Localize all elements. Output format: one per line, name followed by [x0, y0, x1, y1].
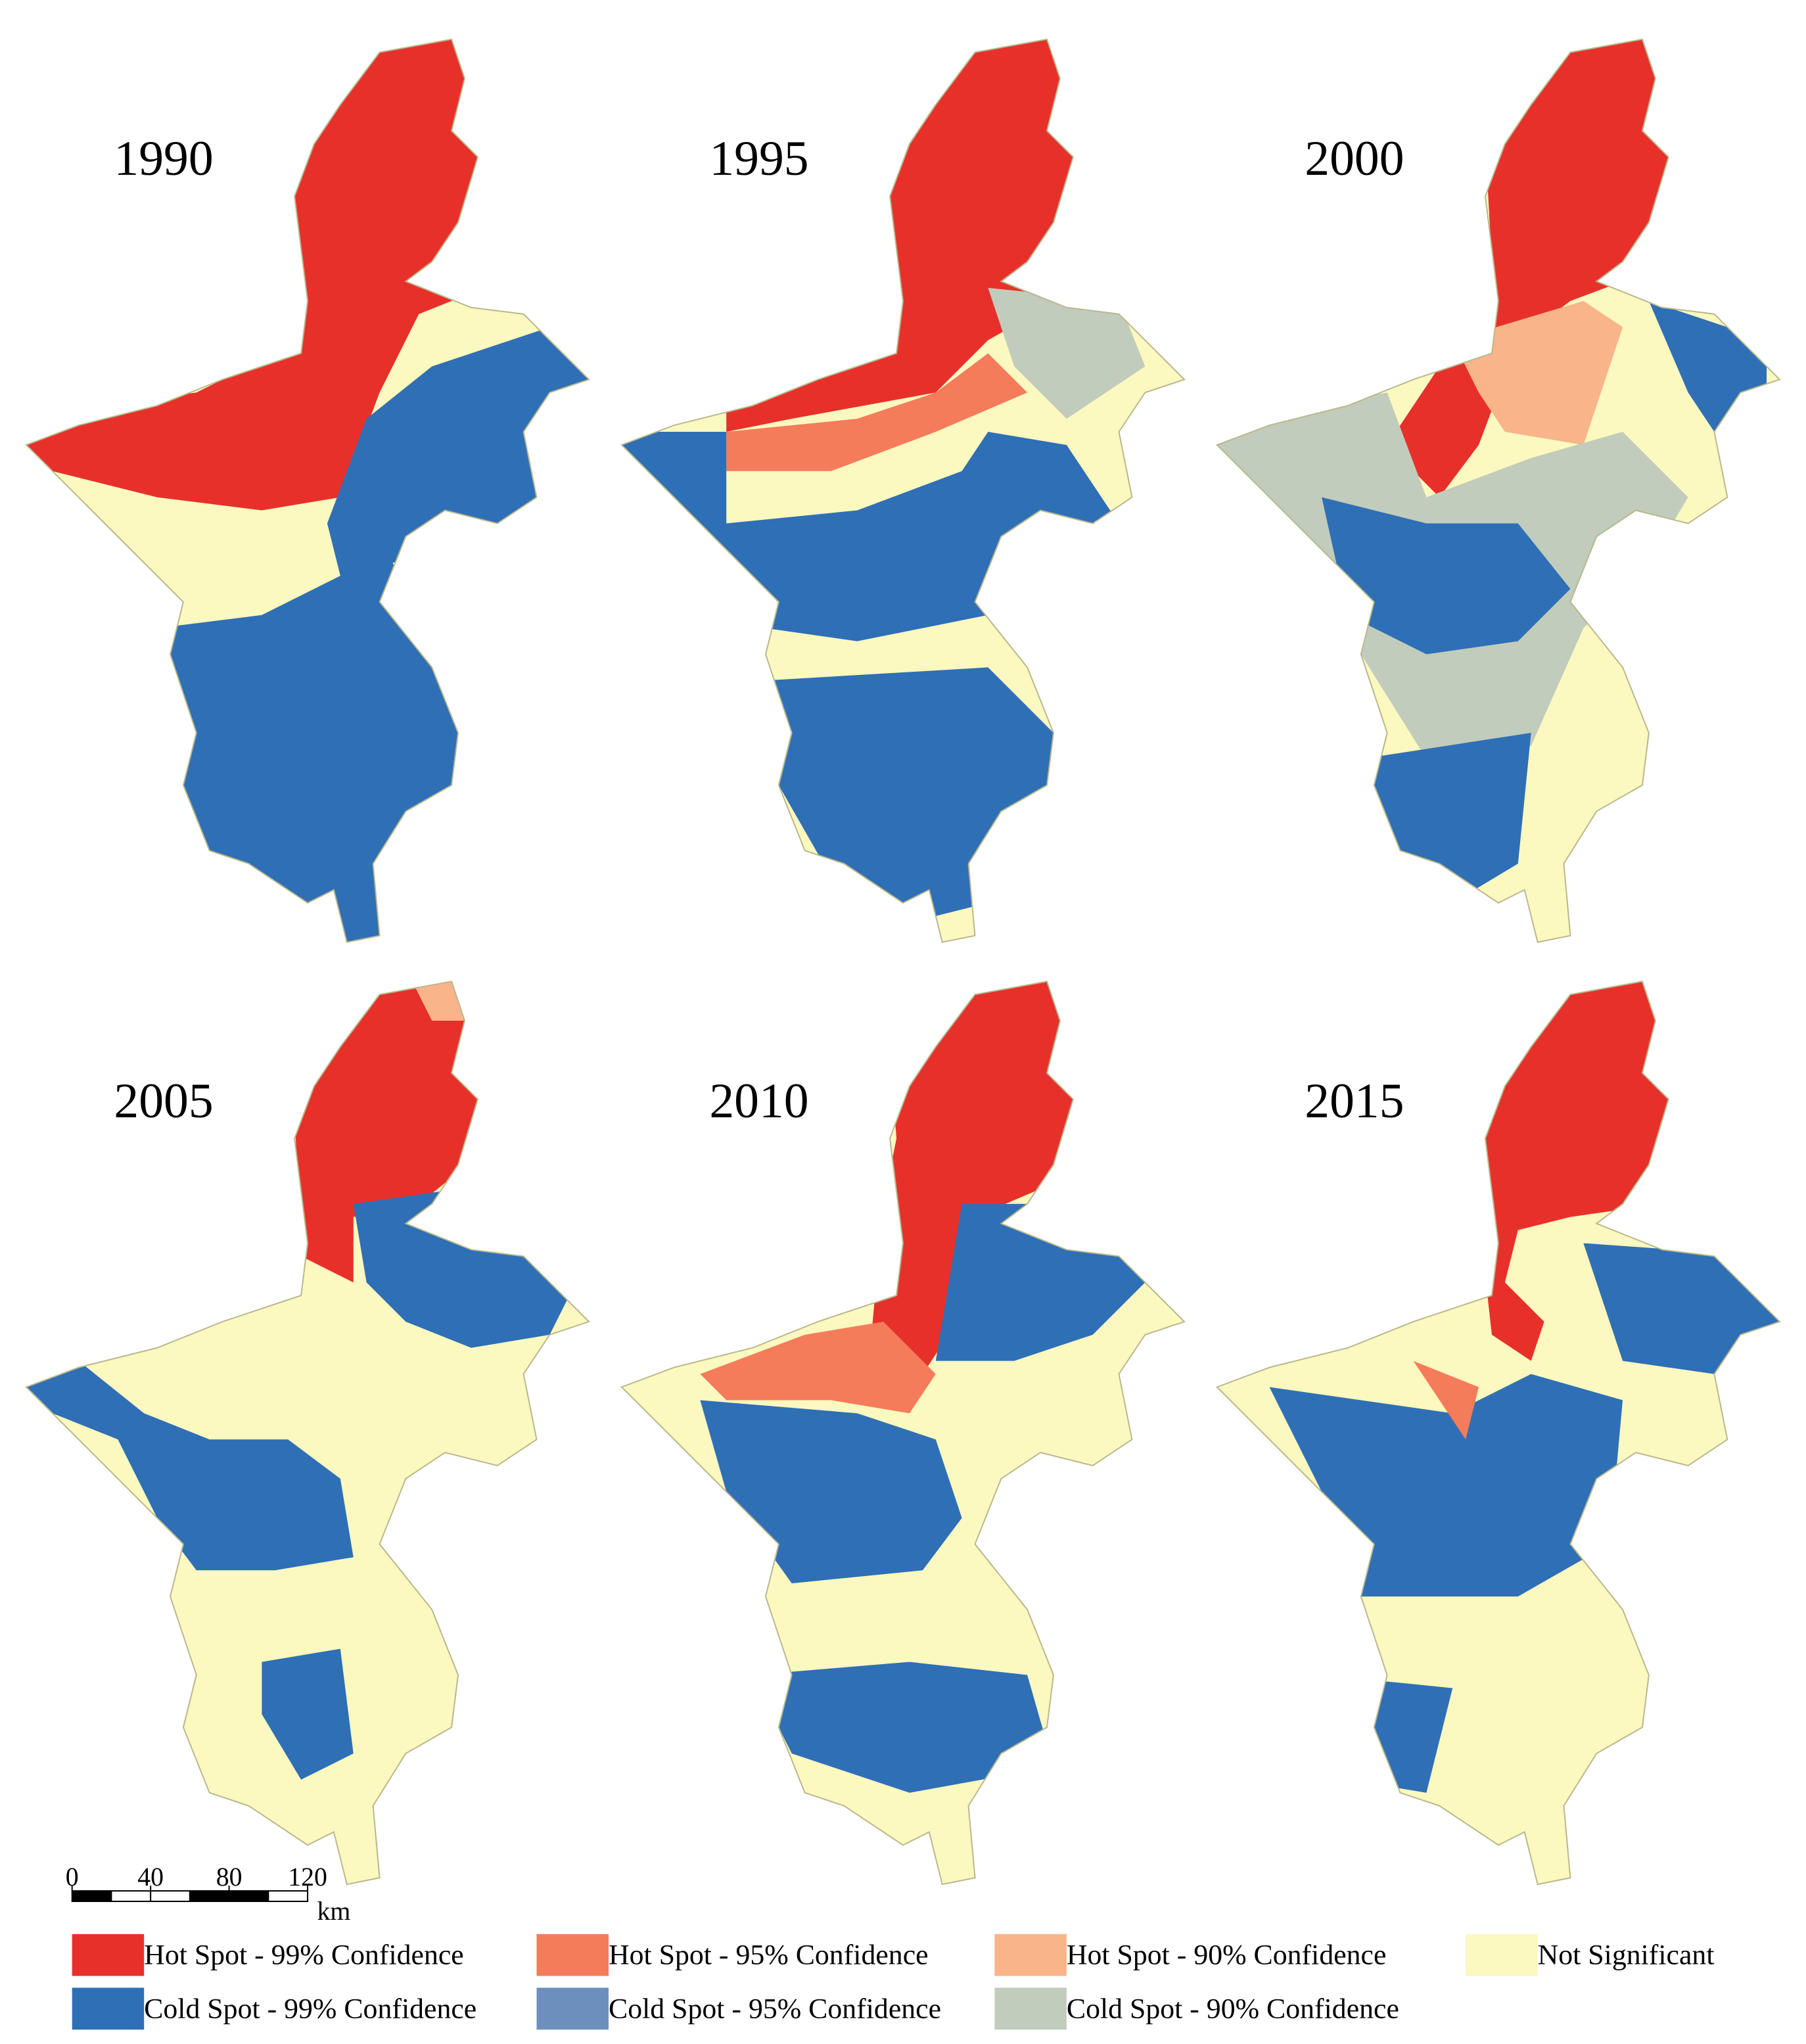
map-regions — [26, 39, 590, 942]
map-regions — [1216, 981, 1780, 1885]
legend-label: Cold Spot - 99% Confidence — [144, 1993, 476, 2024]
region-zone — [1360, 732, 1531, 903]
legend-swatch — [72, 1987, 145, 2030]
scale-segment — [71, 1890, 112, 1902]
region-zone — [1452, 300, 1623, 445]
region-zone — [157, 327, 590, 942]
year-label: 2000 — [1305, 131, 1404, 186]
region-zone — [26, 39, 498, 511]
region-outline — [25, 981, 590, 1886]
region-zone — [1479, 981, 1688, 1361]
region-zone — [262, 1648, 354, 1780]
scale-segment — [267, 1890, 309, 1902]
region-zone — [726, 353, 1028, 471]
legend-swatch — [994, 1987, 1067, 2030]
map-panel: 2010 — [620, 981, 1186, 1886]
year-label: 1990 — [114, 131, 213, 186]
region-zone — [1322, 497, 1571, 655]
scale-segment — [228, 1890, 269, 1902]
scale-label: 120 — [288, 1863, 327, 1892]
region-zone — [1583, 1243, 1780, 1374]
year-label: 2005 — [114, 1074, 213, 1128]
region-base — [621, 39, 1185, 942]
legend-swatch — [994, 1934, 1067, 1976]
legend-swatch — [536, 1987, 609, 2030]
legend-label: Hot Spot - 99% Confidence — [144, 1939, 464, 1971]
region-zone — [26, 1360, 354, 1571]
legend-swatch — [536, 1934, 609, 1976]
region-zone — [700, 1321, 936, 1414]
scale-segment — [110, 1890, 152, 1902]
map-panel: 2015 — [1216, 981, 1781, 1886]
region-outline — [1216, 981, 1781, 1886]
map-panel: 2000 — [1216, 38, 1781, 943]
region-outline — [620, 38, 1186, 943]
scale-label: 0 — [66, 1863, 79, 1892]
region-zone — [353, 1190, 576, 1348]
scale-label: 80 — [216, 1863, 243, 1892]
scale-segment — [189, 1890, 230, 1902]
region-outline — [620, 981, 1186, 1886]
map-regions — [621, 981, 1185, 1885]
region-outline — [1216, 38, 1781, 943]
legend-label: Cold Spot - 90% Confidence — [1067, 1993, 1399, 2024]
region-zone — [392, 981, 471, 1021]
region-outline — [25, 38, 590, 943]
region-zone — [988, 288, 1146, 419]
legend-label: Hot Spot - 90% Confidence — [1067, 1939, 1387, 1971]
map-regions — [1216, 39, 1780, 942]
legend-label: Cold Spot - 95% Confidence — [609, 1993, 941, 2024]
scale-label: 40 — [137, 1863, 164, 1892]
scale-segment — [150, 1890, 191, 1902]
year-label: 2010 — [709, 1074, 808, 1128]
map-panel: 1995 — [620, 38, 1186, 943]
region-zone — [870, 981, 1093, 1374]
region-zone — [752, 1661, 1054, 1793]
legend-swatch — [1466, 1934, 1538, 1976]
region-zone — [1413, 1360, 1479, 1440]
map-panel: 2005 — [25, 981, 590, 1886]
year-label: 2015 — [1305, 1074, 1404, 1128]
region-base — [26, 981, 590, 1885]
year-label: 1995 — [709, 131, 808, 186]
region-zone — [1387, 39, 1688, 498]
legend-label: Hot Spot - 95% Confidence — [609, 1939, 929, 1971]
map-panel: 1990 — [25, 38, 590, 943]
legend-label: Not Significant — [1538, 1939, 1715, 1971]
scale-unit: km — [317, 1897, 350, 1926]
map-regions — [26, 981, 590, 1885]
legend-swatch — [72, 1934, 145, 1976]
region-zone — [765, 667, 1054, 916]
map-regions — [621, 39, 1185, 942]
region-zone — [726, 39, 1093, 432]
